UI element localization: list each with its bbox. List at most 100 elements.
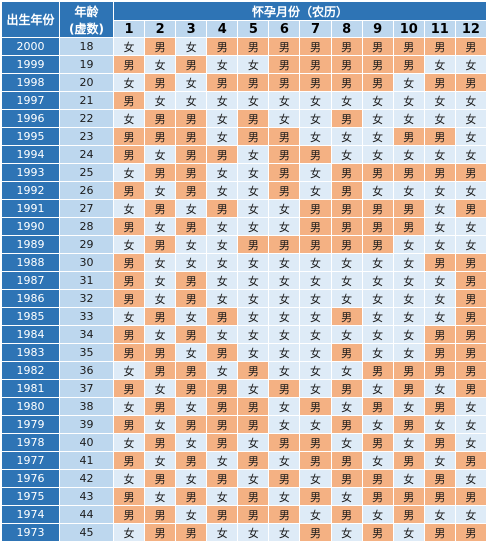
gender-cell: 男 <box>237 73 270 92</box>
gender-cell: 男 <box>423 163 456 182</box>
birth-year: 1985 <box>1 307 60 326</box>
gender-cell: 男 <box>268 73 301 92</box>
gender-cell: 男 <box>237 235 270 254</box>
table-row: 2000 18 女男女男男男男男男男男男 <box>1 37 488 56</box>
table-row: 1983 35 男男女男女女女男女女男男 <box>1 343 488 362</box>
birth-year: 1998 <box>1 73 60 92</box>
gender-cell: 男 <box>175 109 208 128</box>
gender-cell: 男 <box>144 307 177 326</box>
gender-cell: 男 <box>112 505 146 524</box>
gender-cell: 女 <box>206 217 239 236</box>
gender-cell: 女 <box>423 145 456 164</box>
gender-cell: 女 <box>175 37 208 56</box>
gender-cell: 女 <box>112 433 146 452</box>
gender-cell: 女 <box>392 289 425 308</box>
gender-cell: 女 <box>330 361 363 380</box>
gender-cell: 女 <box>112 523 146 542</box>
gender-cell: 女 <box>206 271 239 290</box>
gender-cell: 男 <box>423 487 456 506</box>
gender-cell: 女 <box>144 253 177 272</box>
gender-cell: 女 <box>454 145 488 164</box>
gender-cell: 女 <box>361 307 394 326</box>
gender-cell: 男 <box>144 73 177 92</box>
gender-cell: 女 <box>206 523 239 542</box>
gender-cell: 男 <box>112 379 146 398</box>
birth-year: 1975 <box>1 487 60 506</box>
gender-cell: 女 <box>237 253 270 272</box>
gender-cell: 男 <box>299 433 332 452</box>
month-label: 4 <box>206 20 239 38</box>
gender-cell: 女 <box>299 415 332 434</box>
gender-cell: 男 <box>330 415 363 434</box>
gender-cell: 女 <box>144 181 177 200</box>
gender-cell: 男 <box>330 379 363 398</box>
gender-cell: 女 <box>454 55 488 74</box>
gender-cell: 女 <box>361 325 394 344</box>
table-row: 1989 29 女男女女男男男男男女女女 <box>1 235 488 254</box>
gender-cell: 女 <box>423 199 456 218</box>
gender-cell: 女 <box>454 109 488 128</box>
gender-cell: 女 <box>237 181 270 200</box>
gender-cell: 男 <box>454 451 488 470</box>
gender-cell: 女 <box>206 163 239 182</box>
gender-cell: 男 <box>112 487 146 506</box>
gender-cell: 男 <box>454 343 488 362</box>
month-label: 3 <box>175 20 208 38</box>
gender-cell: 男 <box>206 307 239 326</box>
gender-cell: 女 <box>423 235 456 254</box>
gender-cell: 男 <box>268 37 301 56</box>
age: 35 <box>59 343 114 362</box>
gender-cell: 男 <box>268 505 301 524</box>
gender-cell: 男 <box>423 37 456 56</box>
birth-year: 1992 <box>1 181 60 200</box>
gender-cell: 男 <box>423 361 456 380</box>
age: 26 <box>59 181 114 200</box>
gender-cell: 女 <box>392 523 425 542</box>
table-row: 1987 31 男女男女女女女女女女女男 <box>1 271 488 290</box>
gender-cell: 女 <box>423 271 456 290</box>
gender-cell: 女 <box>268 397 301 416</box>
gender-cell: 男 <box>268 163 301 182</box>
gender-cell: 男 <box>299 199 332 218</box>
birth-year: 1976 <box>1 469 60 488</box>
gender-cell: 女 <box>175 73 208 92</box>
gender-cell: 男 <box>392 55 425 74</box>
gender-cell: 女 <box>299 91 332 110</box>
gender-cell: 女 <box>423 415 456 434</box>
table-row: 1994 24 男女男男女男男女女女女女 <box>1 145 488 164</box>
gender-cell: 女 <box>299 253 332 272</box>
gender-cell: 男 <box>237 127 270 146</box>
gender-cell: 男 <box>392 127 425 146</box>
gender-cell: 女 <box>144 451 177 470</box>
gender-cell: 女 <box>268 523 301 542</box>
table-row: 1985 33 女男女男女女女男女女女男 <box>1 307 488 326</box>
gender-cell: 女 <box>268 253 301 272</box>
gender-cell: 男 <box>361 73 394 92</box>
gender-cell: 女 <box>237 523 270 542</box>
gender-cell: 男 <box>361 433 394 452</box>
gender-cell: 男 <box>144 469 177 488</box>
gender-cell: 女 <box>423 55 456 74</box>
gender-cell: 男 <box>112 415 146 434</box>
age: 34 <box>59 325 114 344</box>
gender-cell: 男 <box>206 415 239 434</box>
gender-cell: 男 <box>392 37 425 56</box>
gender-cell: 女 <box>237 271 270 290</box>
gender-cell: 女 <box>454 127 488 146</box>
gender-cell: 男 <box>268 379 301 398</box>
gender-cell: 男 <box>361 235 394 254</box>
gender-cell: 男 <box>175 415 208 434</box>
gender-cell: 女 <box>361 181 394 200</box>
gender-cell: 男 <box>454 163 488 182</box>
birth-year: 1987 <box>1 271 60 290</box>
gender-cell: 女 <box>423 289 456 308</box>
gender-cell: 女 <box>175 343 208 362</box>
gender-cell: 男 <box>144 163 177 182</box>
birth-year: 1974 <box>1 505 60 524</box>
gender-cell: 女 <box>423 109 456 128</box>
gender-cell: 女 <box>144 55 177 74</box>
table-row: 1999 19 男女男女女男男男男男女女 <box>1 55 488 74</box>
gender-cell: 男 <box>175 487 208 506</box>
gender-cell: 男 <box>206 379 239 398</box>
age: 23 <box>59 127 114 146</box>
